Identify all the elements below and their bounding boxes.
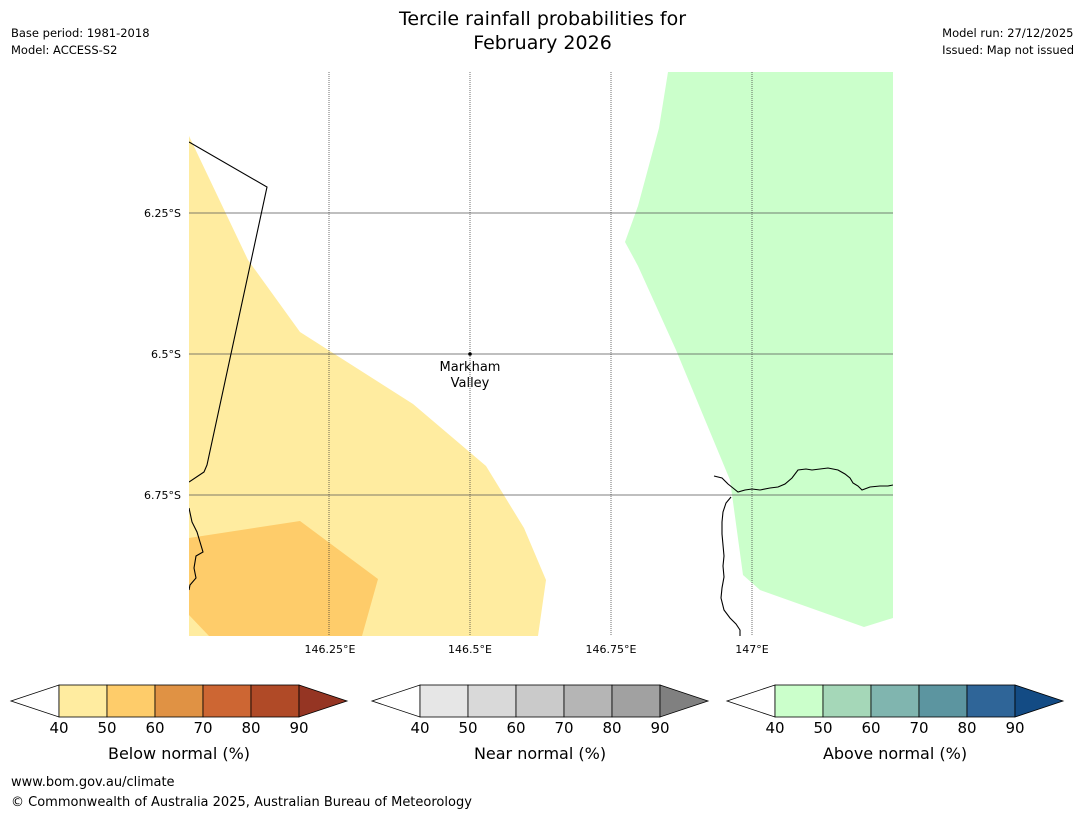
legend-above-tick: 70 — [909, 719, 929, 737]
legend-near-tick: 70 — [554, 719, 574, 737]
legend-near-tick: 80 — [602, 719, 622, 737]
legend-below-swatch — [202, 684, 252, 718]
lat-label: 6.75°S — [144, 489, 181, 502]
below-normal-50-region — [189, 521, 378, 636]
base-period-text: Base period: 1981-2018 — [11, 26, 150, 40]
map-area: Markham Valley — [189, 72, 893, 636]
legend-near-tick: 40 — [410, 719, 430, 737]
legend-below-tick: 70 — [193, 719, 213, 737]
legend-near-swatch — [419, 684, 469, 718]
model-text: Model: ACCESS-S2 — [11, 43, 118, 57]
legend-below-tick: 40 — [49, 719, 69, 737]
legend-below-swatch — [154, 684, 204, 718]
legend-near-tick: 50 — [458, 719, 478, 737]
legend-above-swatch — [870, 684, 920, 718]
legend-near-tick: 60 — [506, 719, 526, 737]
footer-copyright: © Commonwealth of Australia 2025, Austra… — [11, 795, 472, 810]
legend-below-low-extend — [9, 684, 60, 718]
legend-below-normal — [9, 684, 349, 718]
footer-url[interactable]: www.bom.gov.au/climate — [11, 775, 175, 790]
legend-above-tick: 50 — [813, 719, 833, 737]
legend-near-normal — [370, 684, 710, 718]
legend-above-tick: 40 — [765, 719, 785, 737]
lon-label: 146.75°E — [586, 643, 637, 656]
lat-label: 6.25°S — [144, 207, 181, 220]
region-boundary — [189, 141, 268, 483]
legend-below-tick: 60 — [145, 719, 165, 737]
grid-lines — [189, 212, 893, 496]
legend-near-label: Near normal (%) — [473, 744, 607, 763]
legend-above-swatch — [774, 684, 824, 718]
legend-below-tick: 50 — [97, 719, 117, 737]
location-marker — [468, 352, 472, 356]
legend-below-tick: 80 — [241, 719, 261, 737]
meridian-lines — [328, 72, 753, 636]
legend-above-tick: 60 — [861, 719, 881, 737]
map-title: Tercile rainfall probabilities for Febru… — [0, 7, 1085, 55]
lat-label: 6.5°S — [151, 348, 181, 361]
legend-below-high-extend — [298, 684, 349, 718]
legend-below-label: Below normal (%) — [107, 744, 251, 763]
place-label-line-1: Markham — [440, 360, 501, 375]
lon-label: 146.5°E — [448, 643, 492, 656]
legend-above-swatch — [918, 684, 968, 718]
below-normal-40-region — [189, 136, 546, 636]
title-line-2: February 2026 — [473, 32, 612, 54]
legend-below-swatch — [250, 684, 300, 718]
legend-above-tick: 80 — [957, 719, 977, 737]
legend-above-swatch — [822, 684, 872, 718]
legend-below-swatch — [106, 684, 156, 718]
meta-right: Model run: 27/12/2025 Issued: Map not is… — [942, 25, 1074, 59]
legend-near-swatch — [563, 684, 613, 718]
legend-above-normal — [725, 684, 1065, 718]
coastline — [720, 496, 741, 636]
model-run-text: Model run: 27/12/2025 — [942, 26, 1074, 40]
lon-label: 147°E — [735, 643, 768, 656]
legend-above-high-extend — [1014, 684, 1065, 718]
issued-text: Issued: Map not issued — [942, 43, 1074, 57]
meta-left: Base period: 1981-2018 Model: ACCESS-S2 — [11, 25, 150, 59]
place-label-line-2: Valley — [451, 376, 490, 391]
lon-label: 146.25°E — [305, 643, 356, 656]
title-line-1: Tercile rainfall probabilities for — [398, 8, 687, 30]
legend-near-low-extend — [370, 684, 421, 718]
legend-above-low-extend — [725, 684, 776, 718]
region-boundary — [189, 507, 204, 591]
legend-above-label: Above normal (%) — [822, 744, 968, 763]
legend-near-swatch — [515, 684, 565, 718]
legend-near-tick: 90 — [650, 719, 670, 737]
legend-above-swatch — [966, 684, 1016, 718]
above-normal-40-region — [625, 72, 893, 627]
legend-near-swatch — [611, 684, 661, 718]
legend-below-swatch — [58, 684, 108, 718]
legend-below-tick: 90 — [289, 719, 309, 737]
legend-near-high-extend — [659, 684, 710, 718]
legend-above-tick: 90 — [1005, 719, 1025, 737]
legend-near-swatch — [467, 684, 517, 718]
coastline — [713, 467, 893, 493]
